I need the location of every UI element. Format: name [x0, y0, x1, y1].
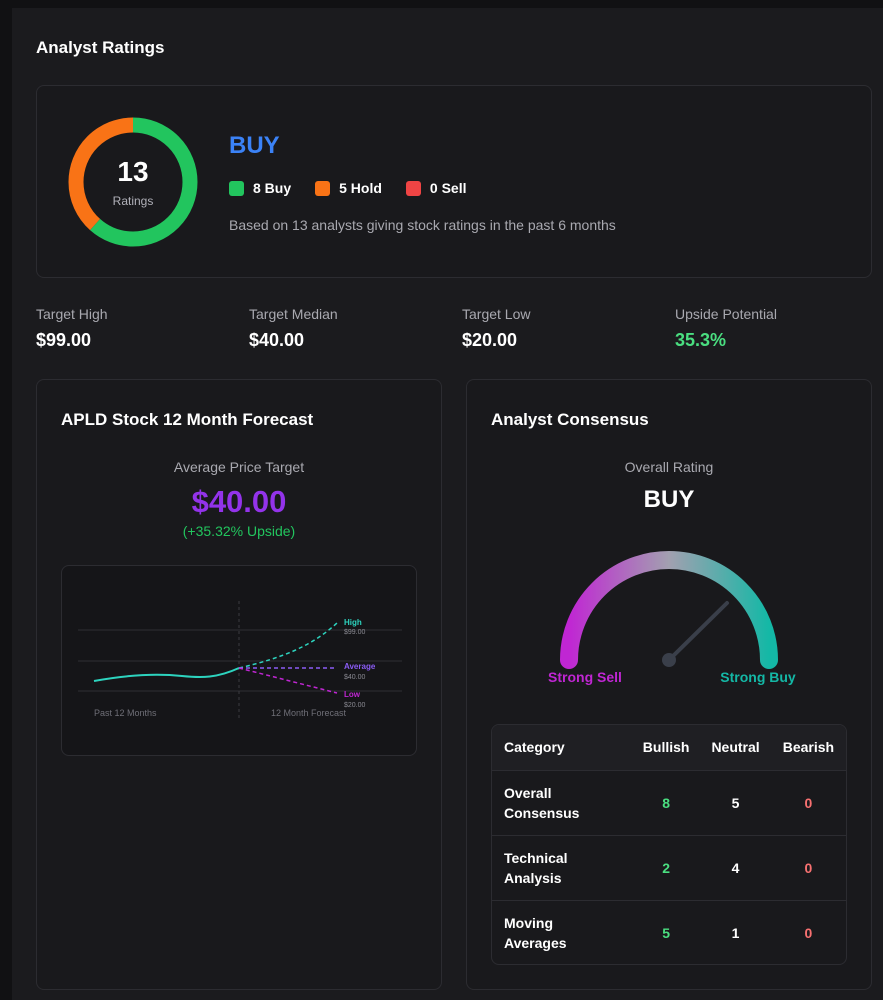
- bullish-count: 2: [632, 835, 701, 901]
- category-line: Consensus: [504, 804, 580, 821]
- category-line: Moving: [504, 914, 553, 931]
- gauge-arc: [560, 551, 778, 669]
- gauge-right-label: Strong Buy: [720, 669, 796, 685]
- section-title: Analyst Ratings: [36, 38, 165, 57]
- consensus-rating: BUY: [229, 132, 280, 159]
- ratings-legend: 8 Buy 5 Hold 0 Sell: [229, 180, 491, 196]
- high-value: $99.00: [344, 629, 366, 636]
- sell-swatch: [405, 180, 421, 196]
- donut-segment-hold: [68, 117, 198, 247]
- bearish-count: 0: [804, 924, 813, 941]
- bearish-count: 0: [770, 835, 846, 901]
- average-label: Average: [344, 662, 376, 671]
- stat-label: Target Low: [462, 306, 531, 322]
- high-label: High: [344, 618, 362, 627]
- category-line: Overall: [504, 784, 552, 801]
- analyst-ratings-panel: Analyst Ratings 13 Ratings BUY 8 Buy 5 H…: [12, 8, 883, 1000]
- consensus-card: Analyst Consensus Overall Rating BUY Str…: [466, 379, 872, 990]
- legend-label-buy: 8 Buy: [253, 180, 292, 196]
- row-category: Moving Averages: [492, 900, 632, 964]
- low-value: $20.00: [344, 702, 366, 709]
- bullish-count: 8: [632, 770, 701, 836]
- overall-rating-value: BUY: [643, 486, 695, 513]
- forecast-chart-svg: High $99.00 Average $40.00 Low $20.00 Pa…: [78, 601, 402, 721]
- history-line: [93, 667, 240, 682]
- table-row: Technical Analysis 2 4 0: [492, 835, 846, 901]
- stat-value: $40.00: [249, 330, 305, 350]
- header-bearish: Bearish: [770, 725, 846, 771]
- row-category: Overall Consensus: [492, 770, 632, 836]
- forecast-chart: High $99.00 Average $40.00 Low $20.00 Pa…: [61, 565, 417, 756]
- forecast-card: APLD Stock 12 Month Forecast Average Pri…: [36, 379, 442, 990]
- category-line: Technical: [504, 849, 568, 866]
- header-bullish: Bullish: [632, 725, 701, 771]
- gauge-pivot: [662, 653, 676, 667]
- past-period-label: Past 12 Months: [94, 708, 157, 718]
- row-category: Technical Analysis: [492, 835, 632, 901]
- ratings-summary-card: 13 Ratings BUY 8 Buy 5 Hold 0 Sell Based…: [36, 85, 872, 278]
- forecast-title: APLD Stock 12 Month Forecast: [61, 410, 314, 429]
- overall-rating-label: Overall Rating: [624, 459, 714, 475]
- stat-label: Target High: [36, 306, 108, 322]
- table-row: Overall Consensus 8 5 0: [492, 770, 846, 836]
- legend-item-buy: 8 Buy: [229, 180, 291, 196]
- hold-swatch: [315, 180, 331, 196]
- stat-target-high: Target High $99.00: [36, 306, 108, 351]
- stat-label: Target Median: [249, 306, 338, 322]
- bearish-count: 0: [770, 770, 846, 836]
- category-line: Averages: [504, 934, 567, 951]
- stat-value: $99.00: [36, 330, 92, 350]
- stat-upside-potential: Upside Potential 35.3%: [675, 306, 777, 351]
- header-neutral: Neutral: [700, 725, 771, 771]
- stat-value: 35.3%: [675, 330, 727, 350]
- gauge-left-label: Strong Sell: [548, 669, 622, 685]
- bullish-count: 5: [662, 924, 671, 941]
- neutral-count: 4: [700, 835, 771, 901]
- buy-swatch: [229, 180, 244, 196]
- low-projection-line: [238, 667, 338, 694]
- gauge-needle-icon: [667, 601, 729, 662]
- header-category: Category: [492, 725, 632, 771]
- legend-item-sell: 0 Sell: [405, 180, 467, 196]
- average-value: $40.00: [344, 674, 366, 681]
- stat-value: $20.00: [462, 330, 518, 350]
- stat-label: Upside Potential: [675, 306, 777, 322]
- avg-price-target-label: Average Price Target: [173, 459, 305, 475]
- consensus-table: Category Bullish Neutral Bearish Overall…: [491, 724, 847, 965]
- forecast-period-label: 12 Month Forecast: [271, 708, 347, 718]
- ratings-total-label: Ratings: [112, 194, 154, 208]
- legend-label-hold: 5 Hold: [339, 180, 382, 196]
- ratings-donut-chart: [68, 117, 198, 247]
- legend-item-hold: 5 Hold: [315, 180, 382, 196]
- neutral-count: 1: [731, 924, 740, 941]
- stat-target-low: Target Low $20.00: [462, 306, 530, 351]
- neutral-count: 5: [700, 770, 771, 836]
- stat-target-median: Target Median $40.00: [249, 306, 338, 351]
- ratings-basis-text: Based on 13 analysts giving stock rating…: [229, 217, 616, 233]
- upside-text: (+35.32% Upside): [182, 523, 296, 539]
- avg-price-target-value: $40.00: [191, 484, 287, 519]
- consensus-title: Analyst Consensus: [491, 410, 649, 429]
- high-projection-line: [238, 622, 338, 669]
- low-label: Low: [344, 690, 361, 699]
- table-row: Moving Averages 5 1 0: [492, 900, 846, 964]
- legend-label-sell: 0 Sell: [429, 180, 467, 196]
- ratings-total: 13: [117, 156, 149, 187]
- consensus-gauge: Strong Sell Strong Buy: [548, 551, 796, 685]
- table-header-row: Category Bullish Neutral Bearish: [492, 725, 846, 771]
- category-line: Analysis: [504, 869, 562, 886]
